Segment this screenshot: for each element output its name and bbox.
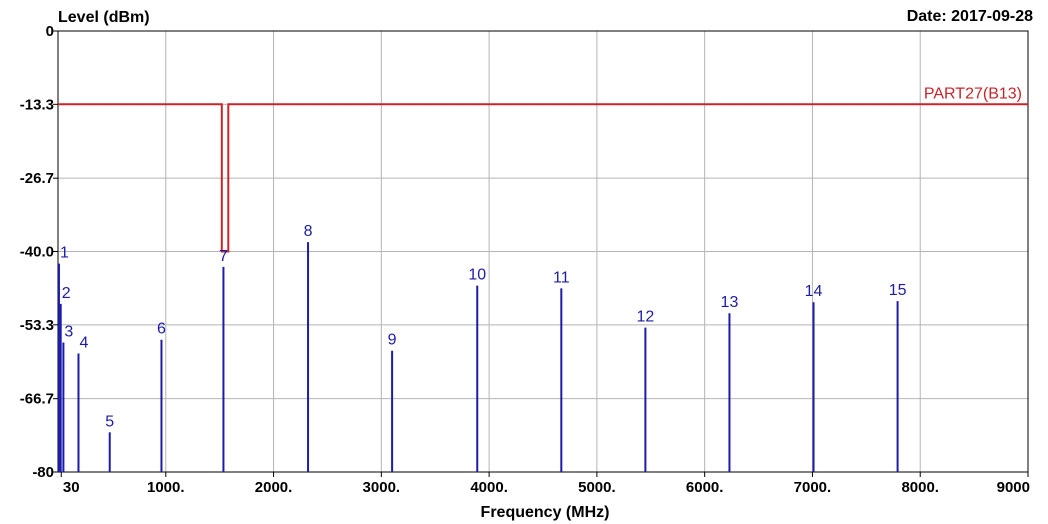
x-tick-label: 9000	[997, 479, 1030, 496]
x-tick-label: 6000.	[686, 479, 724, 496]
x-tick-label: 8000.	[901, 479, 939, 496]
y-tick-label: -66.7	[20, 391, 54, 408]
marker-label-13: 13	[721, 294, 739, 311]
marker-label-1: 1	[60, 245, 69, 262]
marker-label-2: 2	[62, 285, 71, 302]
x-tick-label: 4000.	[470, 479, 508, 496]
x-axis-ticks: 30 1000. 2000. 3000. 4000. 5000. 6000. 7000. 800…	[60, 472, 1030, 496]
marker-label-5: 5	[105, 413, 114, 430]
marker-label-15: 15	[889, 282, 907, 299]
y-tick-label: -80	[32, 464, 54, 481]
x-axis-title: Frequency (MHz)	[481, 504, 610, 521]
x-tick-label: 5000.	[578, 479, 616, 496]
limit-line-label: PART27(B13)	[924, 85, 1022, 102]
marker-label-14: 14	[805, 283, 823, 300]
marker-label-4: 4	[79, 334, 88, 351]
limit-line-layer: PART27(B13)	[58, 85, 1028, 253]
marker-label-11: 11	[553, 269, 570, 286]
y-axis-ticks: 0 -13.3 -26.7 -40.0 -53.3 -66.7 -80	[20, 23, 58, 481]
y-tick-label: 0	[46, 23, 54, 40]
y-tick-label: -40.0	[20, 244, 54, 261]
date-label: Date: 2017-09-28	[907, 8, 1033, 25]
y-axis-title: Level (dBm)	[58, 9, 150, 26]
x-tick-label: 7000.	[794, 479, 832, 496]
marker-label-8: 8	[304, 223, 313, 240]
marker-label-3: 3	[64, 323, 73, 340]
y-tick-label: -13.3	[20, 96, 54, 113]
x-tick-label: 2000.	[255, 479, 293, 496]
marker-label-7: 7	[219, 248, 228, 265]
marker-label-10: 10	[468, 267, 486, 284]
x-tick-label: 30	[63, 479, 80, 496]
y-tick-label: -53.3	[20, 317, 54, 334]
marker-label-9: 9	[388, 332, 397, 349]
marker-label-12: 12	[636, 309, 654, 326]
x-tick-label: 1000.	[147, 479, 185, 496]
marker-label-6: 6	[157, 321, 166, 338]
limit-line	[58, 103, 1028, 253]
x-tick-label: 3000.	[363, 479, 401, 496]
y-tick-label: -26.7	[20, 170, 54, 187]
grid	[58, 31, 1028, 472]
